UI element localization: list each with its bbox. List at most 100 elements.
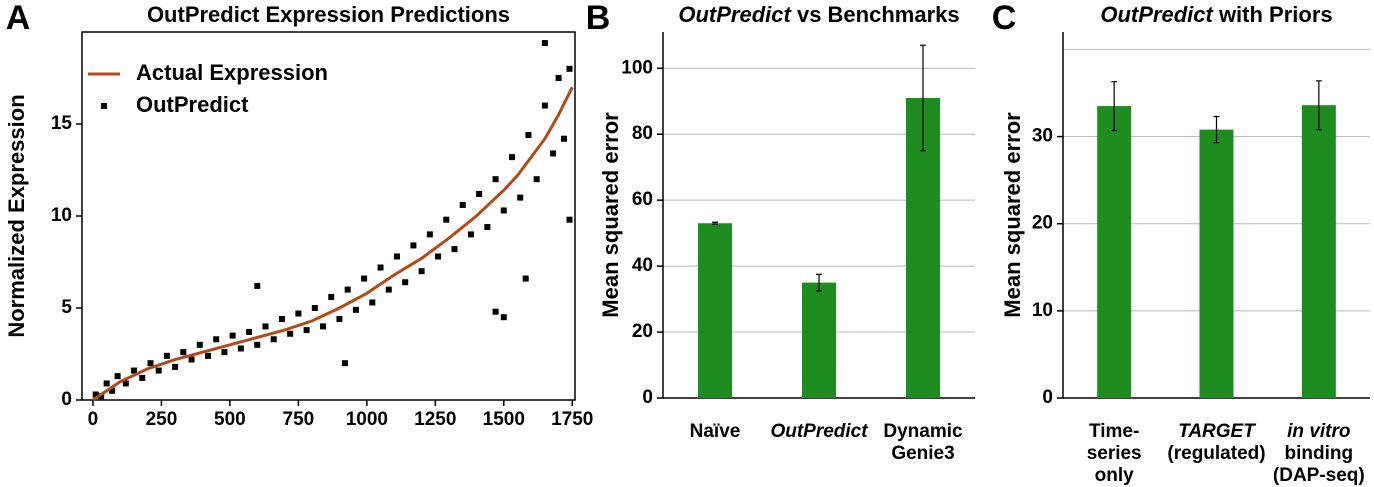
scatter-point	[163, 352, 170, 359]
scatter-point	[369, 299, 376, 306]
scatter-point	[295, 310, 302, 317]
y-axis-label: Normalized Expression	[4, 94, 29, 337]
legend-marker	[101, 103, 107, 109]
scatter-point	[500, 314, 507, 321]
scatter-point	[517, 194, 524, 201]
scatter-point	[492, 176, 499, 183]
error-bar	[1111, 81, 1118, 132]
scatter-point	[533, 176, 540, 183]
scatter-point	[98, 393, 105, 400]
x-tick-label: (DAP-seq)	[1273, 465, 1365, 486]
x-tick-label: only	[1095, 465, 1134, 486]
scatter-point	[361, 275, 368, 282]
scatter-point	[196, 341, 203, 348]
y-tick-label: 10	[51, 205, 72, 226]
scatter-point	[341, 360, 348, 367]
scatter-point	[509, 154, 516, 161]
title-part: OutPredict	[1100, 2, 1214, 27]
y-axis-label: Mean squared error	[598, 112, 623, 318]
scatter-point	[287, 330, 294, 337]
y-tick-label: 0	[642, 387, 653, 408]
title-part: OutPredict Expression Predictions	[147, 2, 510, 27]
title-part: OutPredict	[678, 2, 792, 27]
scatter-point	[541, 40, 548, 47]
scatter-point	[303, 327, 310, 334]
bar	[1097, 106, 1132, 399]
line-series	[92, 86, 574, 402]
x-tick-label: 1750	[551, 409, 593, 430]
chart-title: OutPredict vs Benchmarks	[678, 2, 959, 27]
title-part: vs Benchmarks	[791, 2, 960, 27]
scatter-point	[492, 308, 499, 315]
error-bar	[712, 221, 718, 225]
x-tick-label: (regulated)	[1167, 443, 1265, 464]
scatter-point	[566, 65, 573, 72]
scatter-point	[254, 341, 261, 348]
x-tick-label: Dynamic	[883, 421, 963, 442]
scatter-point	[435, 253, 442, 260]
chart-title: OutPredict Expression Predictions	[147, 2, 510, 27]
scatter-point	[328, 293, 335, 300]
title-part: with Priors	[1213, 2, 1333, 27]
scatter-point	[320, 323, 327, 330]
scatter-point	[270, 336, 277, 343]
y-tick-label: 30	[1032, 126, 1053, 147]
x-tick-label: 1000	[346, 409, 388, 430]
x-tick-label: 500	[214, 409, 246, 430]
x-tick-label: Naïve	[690, 421, 741, 442]
scatter-point	[147, 360, 154, 367]
bar	[1199, 129, 1234, 398]
x-tick-label: 250	[146, 409, 178, 430]
scatter-point	[352, 306, 359, 313]
scatter-point	[262, 323, 269, 330]
panel-label: B	[586, 0, 611, 37]
scatter-point	[204, 352, 211, 359]
error-bar	[1213, 115, 1220, 144]
scatter-point	[525, 132, 532, 139]
y-tick-label: 15	[51, 113, 73, 134]
y-tick-label: 5	[61, 297, 72, 318]
y-tick-label: 20	[632, 321, 653, 342]
scatter-point	[229, 332, 236, 339]
y-tick-label: 10	[1032, 300, 1053, 321]
y-tick-label: 20	[1032, 213, 1053, 234]
scatter-point	[566, 216, 573, 223]
scatter-point	[213, 336, 220, 343]
scatter-point	[311, 305, 318, 311]
scatter-point	[188, 356, 195, 363]
scatter-point	[103, 380, 110, 387]
scatter-point	[254, 282, 261, 289]
x-tick-label: 1250	[414, 409, 456, 430]
legend-label: Actual Expression	[136, 60, 328, 85]
x-tick-label: binding	[1285, 443, 1354, 464]
scatter-point	[221, 349, 228, 356]
scatter-point	[402, 279, 409, 286]
scatter-point	[541, 102, 548, 109]
scatter-point	[484, 224, 491, 231]
chart-title: OutPredict with Priors	[1100, 2, 1332, 27]
scatter-point	[500, 207, 507, 214]
scatter-point	[114, 373, 121, 380]
scatter-point	[451, 246, 458, 253]
scatter-point	[278, 316, 285, 323]
y-tick-label: 40	[632, 255, 653, 276]
x-tick-label: Time-	[1089, 421, 1139, 442]
scatter-point	[443, 216, 450, 223]
bar	[802, 282, 836, 398]
bar	[1301, 105, 1336, 398]
scatter-point	[180, 349, 187, 356]
scatter-point	[476, 190, 483, 197]
x-tick-label: Genie3	[891, 443, 954, 464]
scatter-point	[426, 231, 433, 238]
scatter-point	[92, 391, 99, 398]
scatter-point	[377, 264, 384, 271]
y-tick-label: 0	[61, 389, 72, 410]
scatter-point	[467, 231, 474, 238]
scatter-point	[385, 286, 392, 293]
y-tick-label: 0	[1042, 387, 1053, 408]
plot-frame	[81, 31, 576, 401]
scatter-point	[410, 242, 417, 249]
error-bar	[920, 44, 926, 152]
error-bar	[816, 273, 822, 292]
scatter-point	[555, 75, 562, 81]
